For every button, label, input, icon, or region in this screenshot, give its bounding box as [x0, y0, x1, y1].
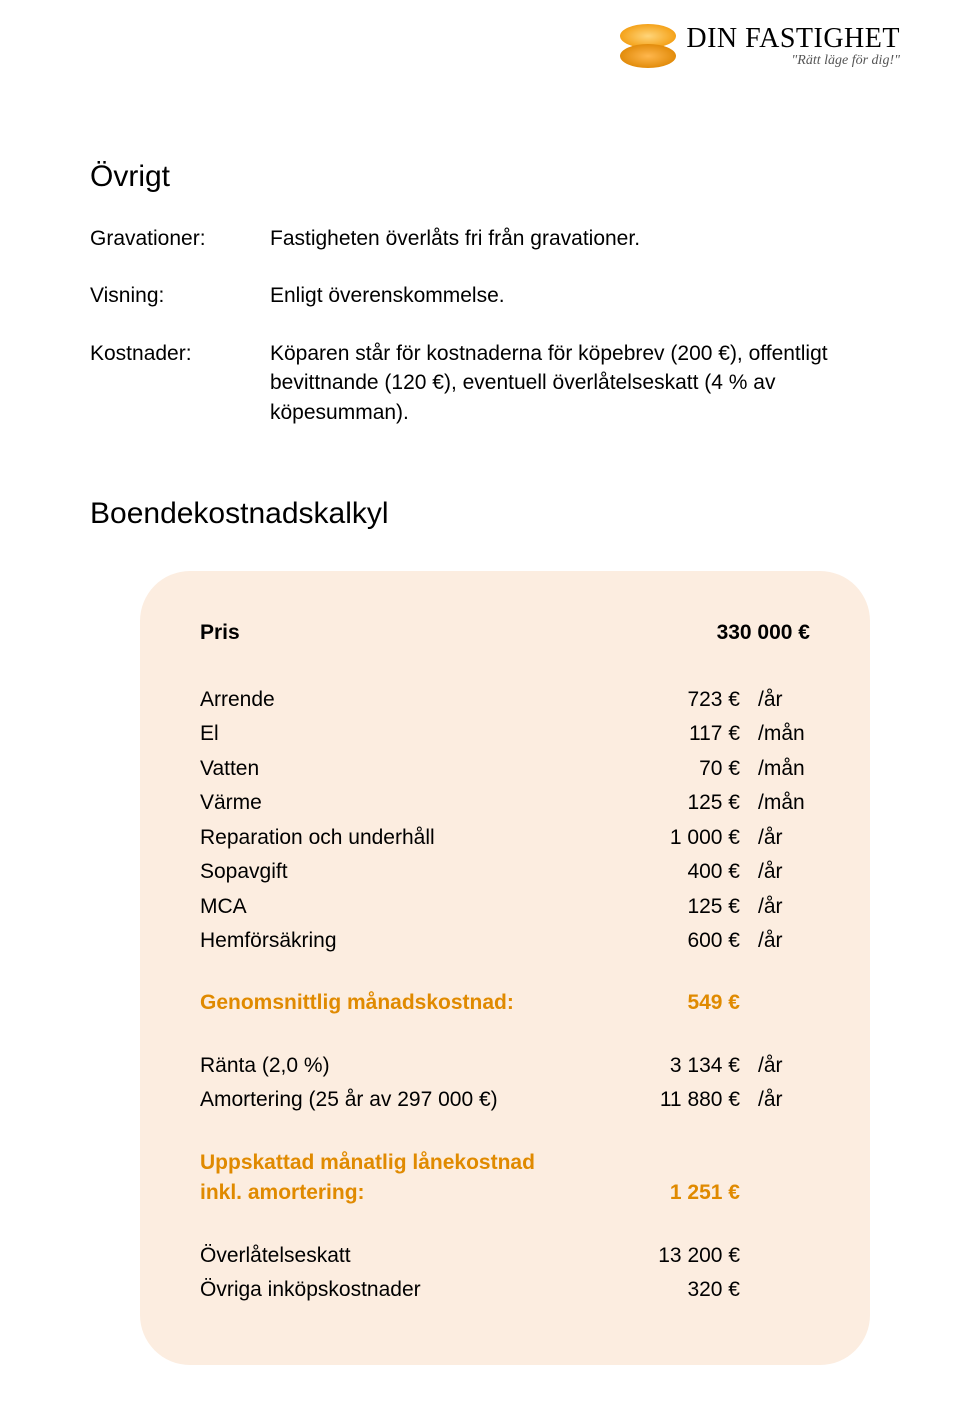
loan-value: 1 251 €: [610, 1178, 740, 1208]
cost-row: Värme125 €/mån: [200, 788, 810, 818]
cost-label: El: [200, 719, 610, 749]
loan-cost-block: Uppskattad månatlig lånekostnad inkl. am…: [200, 1148, 810, 1209]
price-row: Pris 330 000 €: [200, 621, 810, 645]
cost-unit: /år: [740, 857, 810, 887]
cost-label: Amortering (25 år av 297 000 €): [200, 1085, 610, 1115]
cost-label: Värme: [200, 788, 610, 818]
avg-month-label: Genomsnittlig månadskostnad:: [200, 988, 610, 1018]
cost-label: Ränta (2,0 %): [200, 1051, 610, 1081]
cost-row: Överlåtelseskatt13 200 €: [200, 1241, 810, 1271]
logo-text: DIN FASTIGHET: [686, 23, 900, 55]
cost-label: Hemförsäkring: [200, 926, 610, 956]
avg-month-value: 549 €: [610, 988, 740, 1018]
cost-unit: /år: [740, 1051, 810, 1081]
cost-row: Ränta (2,0 %)3 134 €/år: [200, 1051, 810, 1081]
cost-unit: [740, 1241, 810, 1271]
cost-row: Hemförsäkring600 €/år: [200, 926, 810, 956]
info-row-kostnader: Kostnader: Köparen står för kostnaderna …: [90, 339, 890, 427]
cost-amount: 117 €: [610, 719, 740, 749]
info-value: Enligt överenskommelse.: [270, 281, 890, 310]
logo-icon: [620, 18, 676, 74]
cost-unit: [740, 1275, 810, 1305]
cost-amount: 13 200 €: [610, 1241, 740, 1271]
cost-amount: 3 134 €: [610, 1051, 740, 1081]
cost-unit: /mån: [740, 754, 810, 784]
info-value: Köparen står för kostnaderna för köpebre…: [270, 339, 890, 427]
info-row-gravationer: Gravationer: Fastigheten överlåts fri fr…: [90, 224, 890, 253]
logo-tagline: "Rätt läge för dig!": [791, 53, 900, 69]
price-label: Pris: [200, 621, 650, 645]
cost-label: Överlåtelseskatt: [200, 1241, 610, 1271]
loan-label-line1: Uppskattad månatlig lånekostnad: [200, 1148, 610, 1178]
cost-amount: 400 €: [610, 857, 740, 887]
cost-label: Vatten: [200, 754, 610, 784]
cost-row: Sopavgift400 €/år: [200, 857, 810, 887]
price-value: 330 000 €: [650, 621, 810, 645]
cost-row: Vatten70 €/mån: [200, 754, 810, 784]
cost-unit: /år: [740, 685, 810, 715]
section-title-ovrigt: Övrigt: [90, 160, 890, 194]
info-label: Kostnader:: [90, 339, 270, 427]
cost-label: Sopavgift: [200, 857, 610, 887]
cost-amount: 11 880 €: [610, 1085, 740, 1115]
cost-amount: 125 €: [610, 892, 740, 922]
cost-amount: 70 €: [610, 754, 740, 784]
cost-row: Reparation och underhåll1 000 €/år: [200, 823, 810, 853]
cost-calculation-box: Pris 330 000 € Arrende723 €/år El117 €/m…: [140, 571, 870, 1365]
info-row-visning: Visning: Enligt överenskommelse.: [90, 281, 890, 310]
section-title-kalkyl: Boendekostnadskalkyl: [90, 497, 890, 531]
cost-label: MCA: [200, 892, 610, 922]
cost-amount: 1 000 €: [610, 823, 740, 853]
cost-block-2: Ränta (2,0 %)3 134 €/år Amortering (25 å…: [200, 1051, 810, 1116]
cost-label: Arrende: [200, 685, 610, 715]
cost-label: Reparation och underhåll: [200, 823, 610, 853]
cost-row: Arrende723 €/år: [200, 685, 810, 715]
cost-block-3: Överlåtelseskatt13 200 € Övriga inköpsko…: [200, 1241, 810, 1306]
info-label: Gravationer:: [90, 224, 270, 253]
logo-text-part2: FASTIGHET: [745, 23, 900, 54]
info-list: Gravationer: Fastigheten överlåts fri fr…: [90, 224, 890, 427]
cost-row: MCA125 €/år: [200, 892, 810, 922]
avg-month-unit: [740, 988, 810, 1018]
cost-row: Amortering (25 år av 297 000 €)11 880 €/…: [200, 1085, 810, 1115]
brand-logo: DIN FASTIGHET "Rätt läge för dig!": [620, 18, 900, 74]
cost-unit: /mån: [740, 788, 810, 818]
cost-amount: 723 €: [610, 685, 740, 715]
cost-label: Övriga inköpskostnader: [200, 1275, 610, 1305]
cost-amount: 125 €: [610, 788, 740, 818]
cost-amount: 600 €: [610, 926, 740, 956]
cost-row: Övriga inköpskostnader320 €: [200, 1275, 810, 1305]
avg-month-row: Genomsnittlig månadskostnad: 549 €: [200, 988, 810, 1018]
cost-unit: /år: [740, 823, 810, 853]
cost-amount: 320 €: [610, 1275, 740, 1305]
loan-label-line2: inkl. amortering:: [200, 1178, 610, 1208]
logo-text-part1: DIN: [686, 23, 737, 54]
info-value: Fastigheten överlåts fri från gravatione…: [270, 224, 890, 253]
cost-unit: /år: [740, 926, 810, 956]
cost-unit: /år: [740, 1085, 810, 1115]
info-label: Visning:: [90, 281, 270, 310]
cost-row: El117 €/mån: [200, 719, 810, 749]
cost-unit: /mån: [740, 719, 810, 749]
cost-block-1: Arrende723 €/år El117 €/mån Vatten70 €/m…: [200, 685, 810, 957]
cost-unit: /år: [740, 892, 810, 922]
